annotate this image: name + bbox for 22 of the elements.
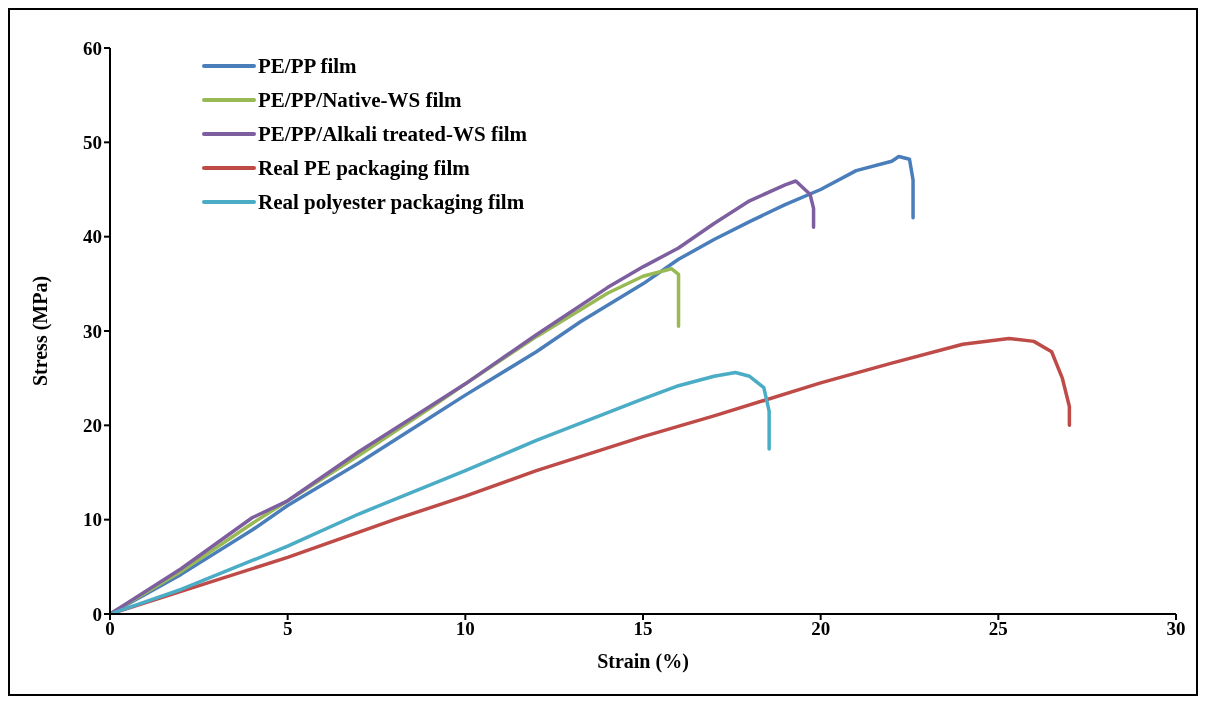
x-tick-label: 20 (811, 618, 831, 640)
y-tick-label: 0 (92, 603, 102, 625)
legend-label: Real PE packaging film (258, 156, 471, 180)
y-tick-label: 30 (83, 320, 102, 342)
y-tick-label: 10 (83, 509, 102, 531)
y-tick-label: 40 (83, 226, 102, 248)
legend-label: Real polyester packaging film (258, 190, 526, 214)
x-tick-label: 25 (988, 618, 1008, 640)
legend-label: PE/PP/Alkali treated-WS film (258, 122, 529, 146)
x-tick-label: 15 (633, 618, 653, 640)
x-tick-label: 30 (1166, 618, 1186, 640)
x-tick-label: 10 (455, 618, 475, 640)
x-axis-title: Strain (%) (597, 650, 689, 673)
y-tick-label: 50 (83, 132, 102, 154)
y-tick-label: 60 (83, 37, 102, 59)
legend-label: PE/PP film (258, 54, 358, 78)
y-tick-label: 20 (83, 415, 102, 437)
y-axis-title: Stress (MPa) (29, 275, 53, 387)
legend-label: PE/PP/Native-WS film (258, 88, 463, 112)
line-series (110, 370, 771, 614)
line-series (110, 179, 816, 614)
x-tick-label: 5 (282, 618, 293, 640)
